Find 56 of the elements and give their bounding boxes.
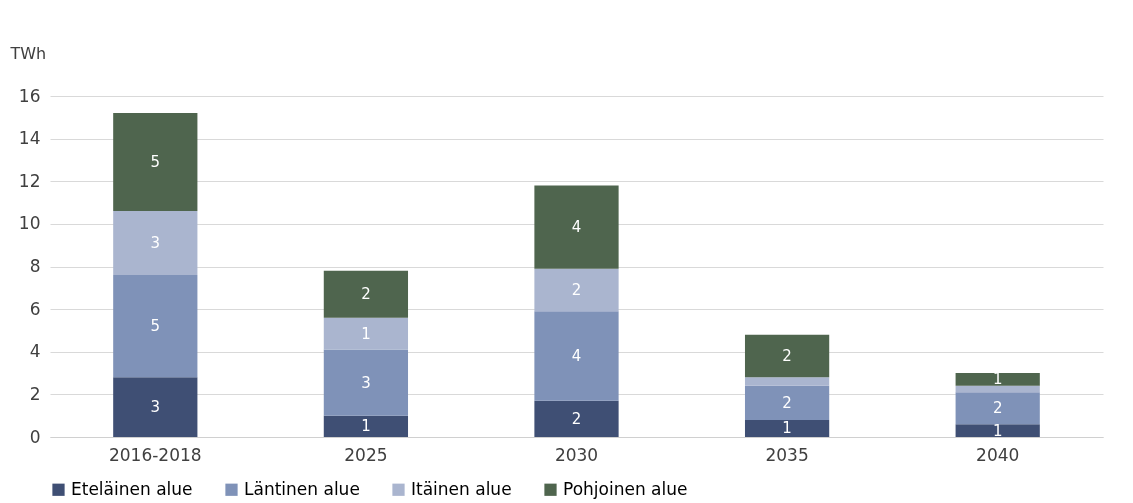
data-label: 4 [571,347,582,366]
bar [113,113,198,212]
bar [113,211,198,276]
data-label: 2 [782,347,792,366]
data-label: 1 [992,421,1003,440]
bar [744,385,830,420]
bar [534,185,619,269]
legend-label: Pohjoinen alue [563,478,688,499]
legend-label: Läntinen alue [244,478,360,499]
bar [955,385,1040,393]
y-tick-label: 10 [18,213,41,234]
bar [113,377,198,437]
data-label: 2 [992,399,1003,418]
data-label: 3 [150,398,161,417]
data-label: 2 [782,393,792,412]
data-label: 4 [571,218,582,237]
bar [323,349,409,416]
bar [323,415,409,437]
bar [955,424,1040,437]
bar [744,377,830,386]
data-label: 1 [361,417,371,436]
bar [323,270,409,318]
data-label: 2 [571,409,582,428]
bar [534,400,619,437]
y-tick-label: 12 [18,170,41,191]
legend-label: Eteläinen alue [71,478,193,499]
data-label: 1 [782,419,792,438]
data-label: 2 [361,285,371,304]
legend-label: Itäinen alue [411,478,512,499]
x-tick-label: 2035 [765,444,809,465]
y-tick-label: 16 [18,85,41,106]
bar [534,268,619,312]
x-tick-label: 2030 [554,444,599,465]
y-tick-label: 4 [29,341,41,362]
bar [744,419,830,437]
data-label: 5 [150,153,161,172]
y-axis-title: TWh [9,43,47,63]
x-tick-label: 2040 [976,444,1020,465]
x-tick-label: 2016-2018 [108,444,202,465]
y-tick-label: 14 [18,128,41,149]
bar [744,334,830,378]
data-label: 1 [361,324,371,343]
data-label: 5 [150,317,161,336]
data-label: 2 [571,280,582,299]
bar [955,392,1040,425]
x-tick-label: 2025 [344,444,388,465]
y-tick-label: 0 [29,426,41,447]
bar [323,317,409,350]
bar [534,311,619,401]
bar [113,275,198,378]
data-label: 3 [150,234,161,253]
bar [955,373,1040,386]
y-tick-label: 6 [29,298,41,319]
y-tick-label: 8 [29,256,41,276]
data-label: 3 [361,373,371,392]
y-tick-label: 2 [29,383,41,404]
